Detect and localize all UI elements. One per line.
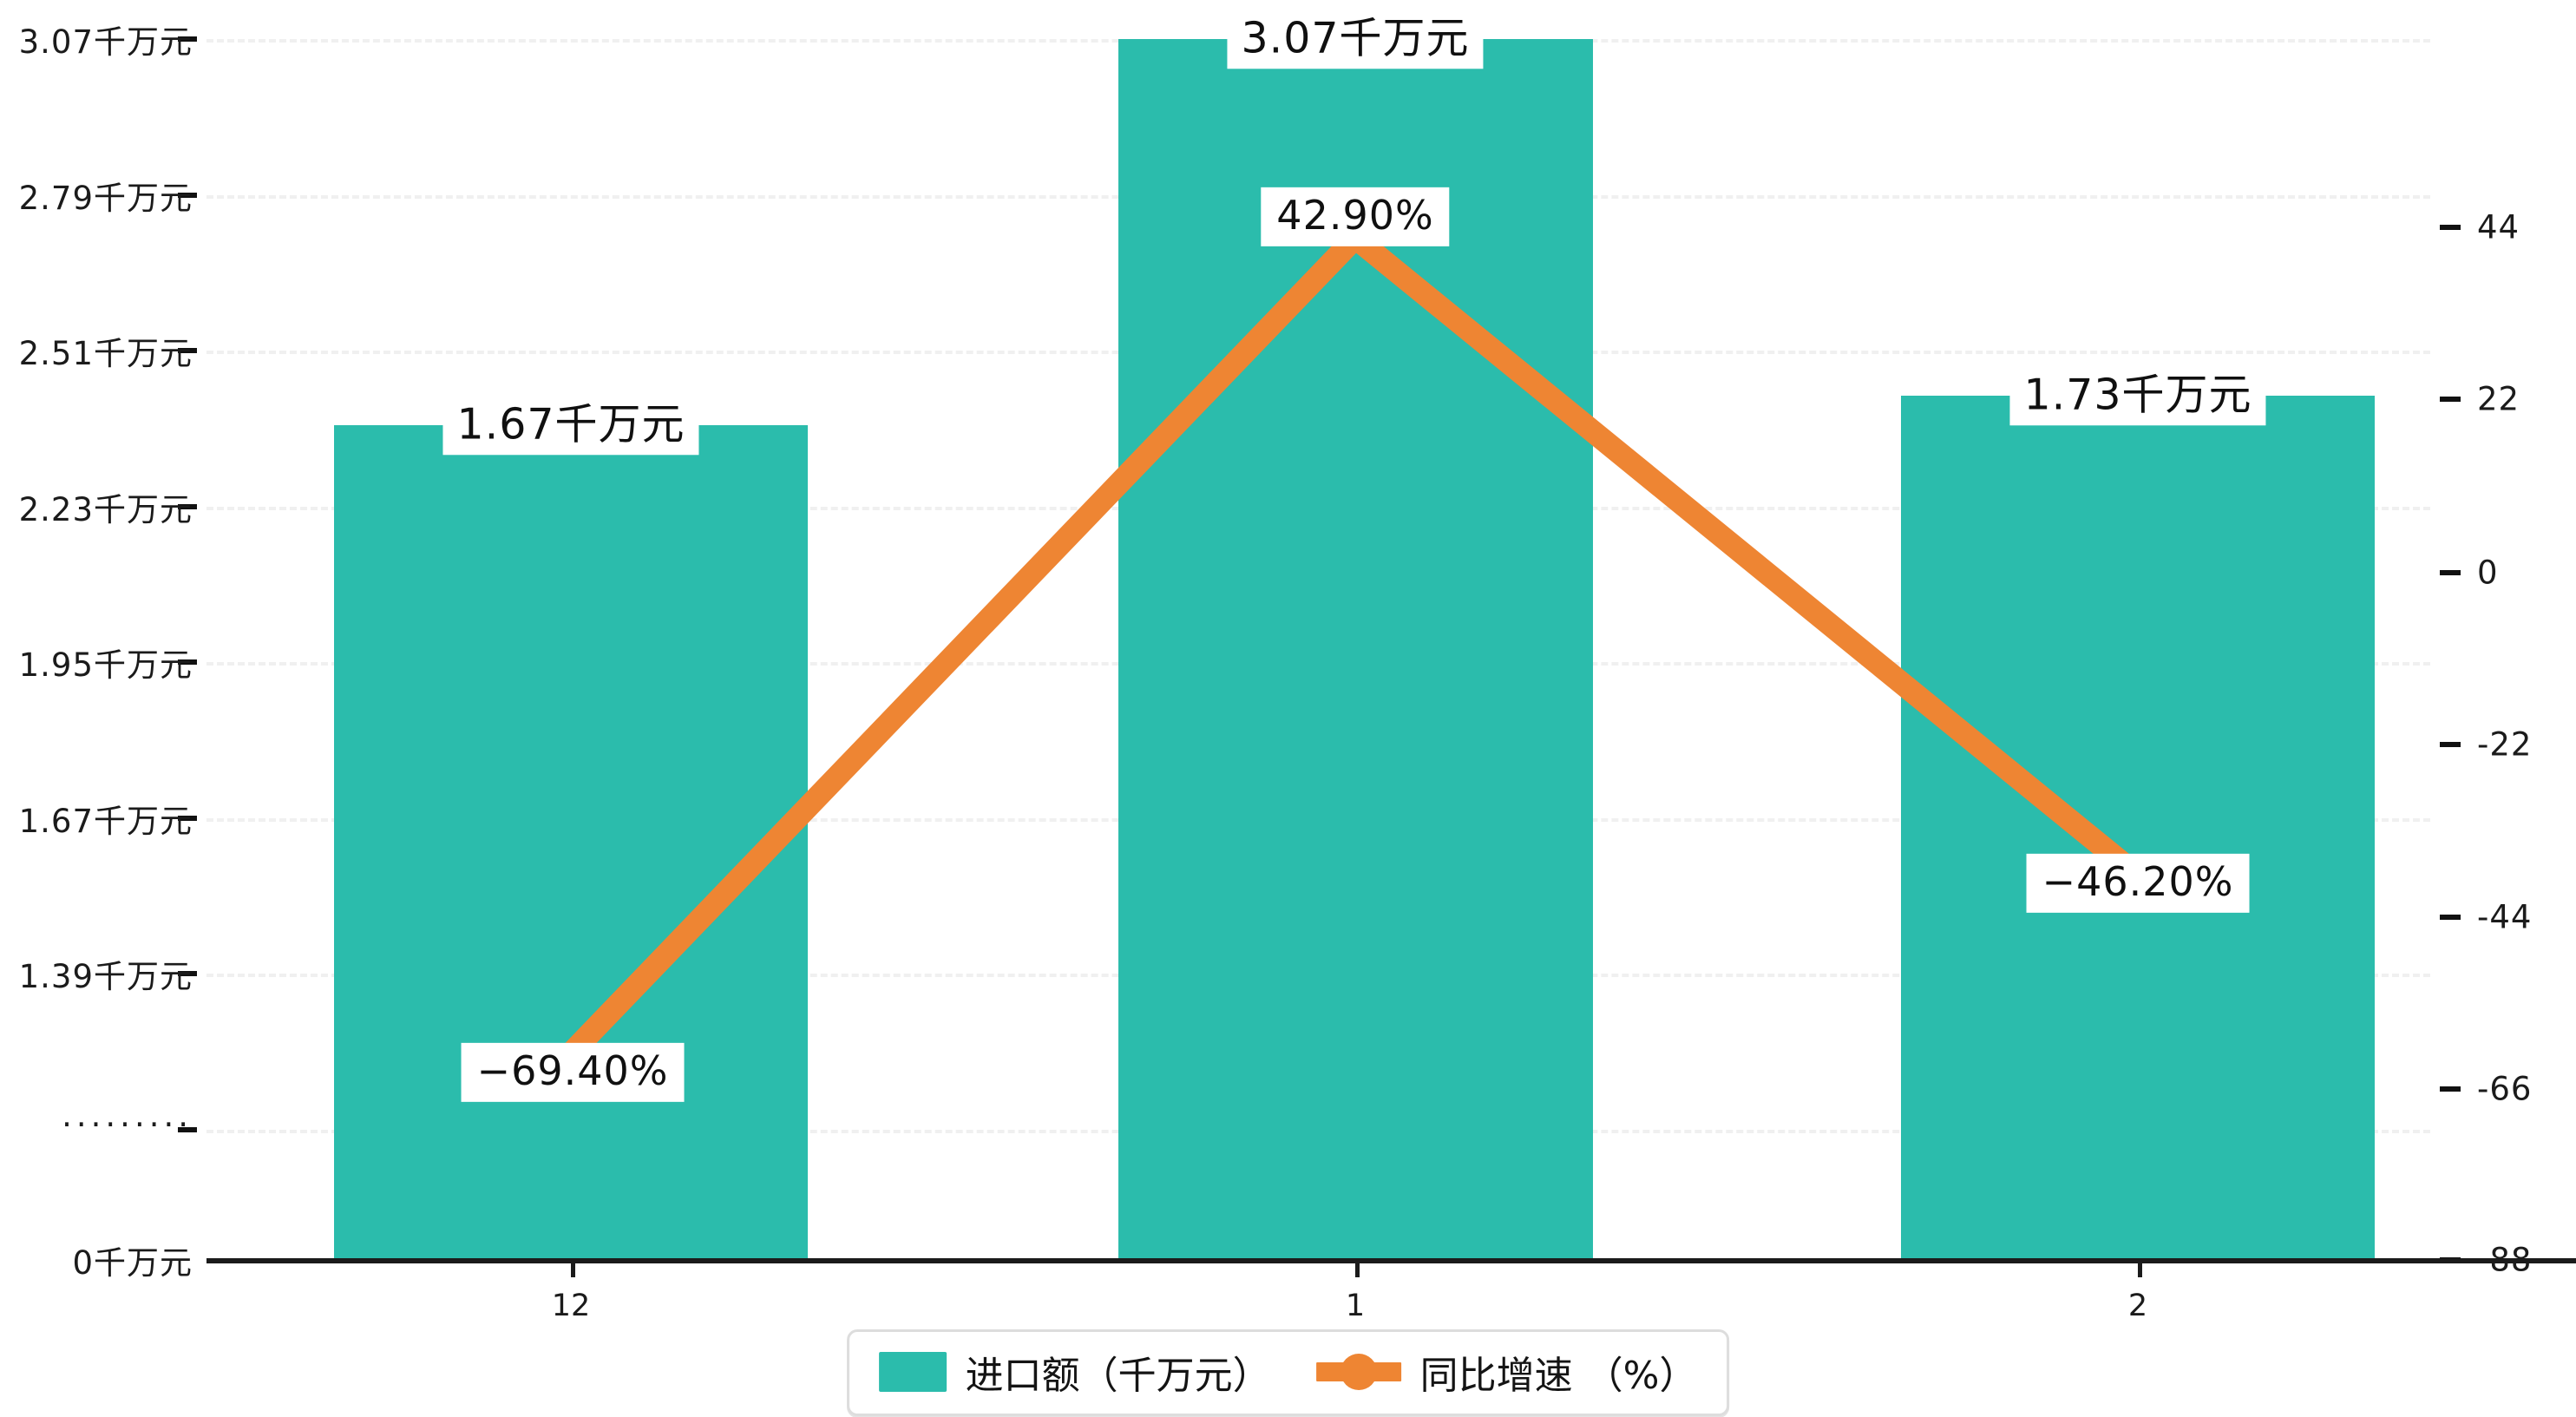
y-tick-mark-right — [2440, 570, 2461, 575]
y-tick-mark-right — [2440, 225, 2461, 230]
y-tick-mark-left — [178, 348, 197, 353]
y-tick-label-right: 22 — [2477, 380, 2520, 418]
legend-item-growth-rate[interactable]: 同比增速 （%） — [1315, 1344, 1698, 1400]
y-tick-label-left: 1.39千万元 — [18, 958, 193, 995]
bar-value-label-2: 1.73千万元 — [2009, 367, 2266, 426]
x-axis-line — [206, 1258, 2576, 1263]
legend-label-import-amount: 进口额（千万元） — [965, 1354, 1271, 1398]
growth-rate-label-1: 42.90% — [1261, 187, 1450, 247]
x-tick-mark — [1355, 1258, 1360, 1277]
bar-series-2[interactable] — [1901, 396, 2375, 1260]
legend-item-import-amount[interactable]: 进口额（千万元） — [878, 1344, 1271, 1400]
y-tick-mark-left — [178, 815, 197, 821]
legend-label-growth-rate: 同比增速 （%） — [1419, 1354, 1698, 1398]
y-tick-mark-right — [2440, 742, 2461, 747]
y-tick-label-left: 2.23千万元 — [18, 490, 193, 528]
y-tick-mark-left — [178, 971, 197, 976]
y-tick-label-right: 44 — [2477, 208, 2520, 246]
growth-rate-label-12: −69.40% — [461, 1042, 685, 1103]
y-tick-label-left: 2.79千万元 — [18, 179, 193, 217]
y-tick-mark-left — [178, 36, 197, 42]
y-tick-label-left: 0千万元 — [72, 1244, 193, 1282]
bar-value-label-1: 3.07千万元 — [1227, 10, 1484, 69]
y-tick-label-left-truncated: ········· — [62, 1105, 193, 1144]
y-tick-mark-left — [178, 659, 197, 665]
x-tick-mark — [571, 1258, 575, 1277]
x-tick-label: 2 — [2127, 1289, 2148, 1323]
x-tick-mark — [2138, 1258, 2142, 1277]
y-tick-label-left: 2.51千万元 — [18, 335, 193, 372]
x-tick-label: 1 — [1345, 1289, 1366, 1323]
y-tick-label-left: 3.07千万元 — [18, 23, 193, 61]
y-tick-label-right: -44 — [2477, 898, 2533, 936]
y-tick-mark-left — [178, 192, 197, 198]
y-tick-label-left: 1.67千万元 — [18, 802, 193, 840]
legend-line-dot-icon — [1315, 1352, 1401, 1392]
y-tick-label-right: 0 — [2477, 554, 2499, 592]
bar-series-12[interactable] — [334, 425, 808, 1260]
y-tick-label-right: -22 — [2477, 725, 2533, 764]
y-tick-mark-right — [2440, 915, 2461, 920]
x-tick-label: 12 — [551, 1289, 591, 1323]
chart-legend[interactable]: 进口额（千万元） 同比增速 （%） — [846, 1329, 1730, 1416]
y-tick-mark-left — [178, 503, 197, 509]
bar-value-label-12: 1.67千万元 — [442, 397, 699, 456]
y-tick-label-left: 1.95千万元 — [18, 646, 193, 684]
y-tick-label-right: -66 — [2477, 1070, 2533, 1108]
growth-rate-label-2: −46.20% — [2026, 853, 2250, 914]
y-tick-mark-left — [178, 1126, 197, 1132]
y-tick-mark-right — [2440, 1086, 2461, 1092]
legend-bar-swatch-icon — [878, 1352, 947, 1392]
y-tick-mark-right — [2440, 397, 2461, 402]
